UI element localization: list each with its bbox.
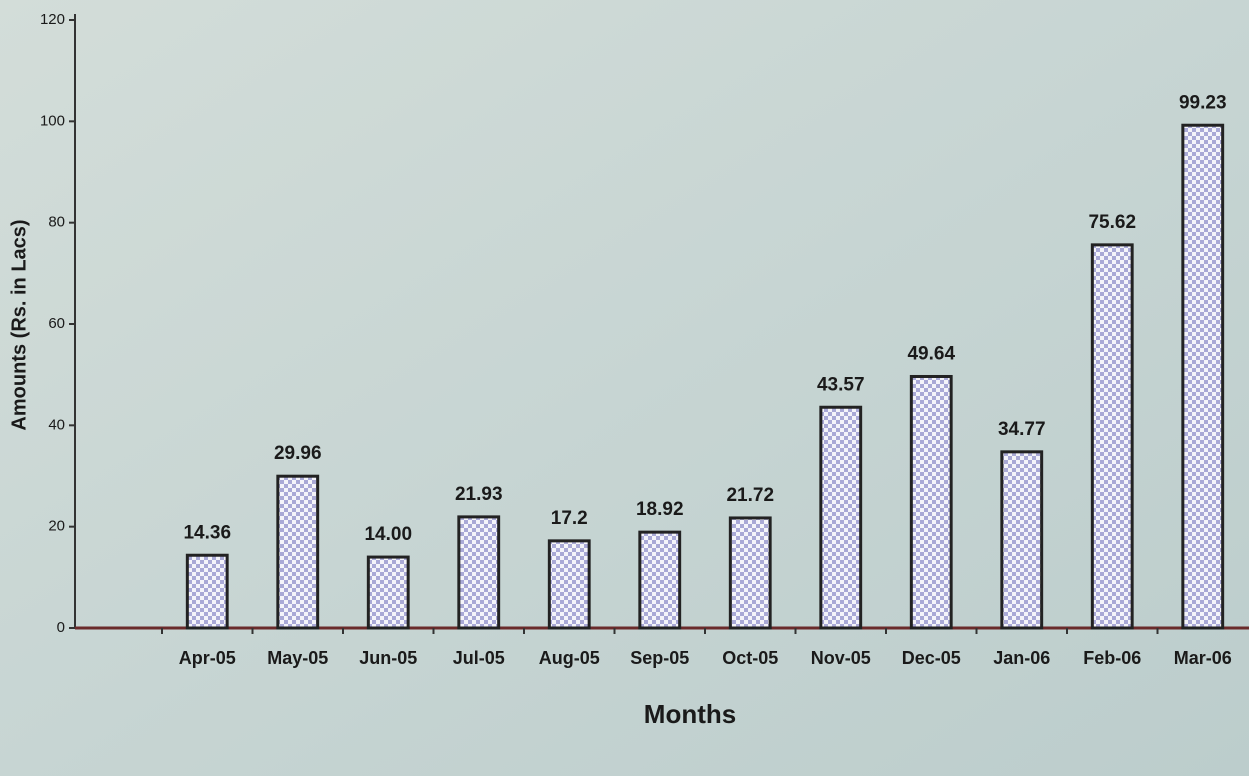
y-tick-label: 80 xyxy=(48,214,65,231)
x-tick-label: Sep-05 xyxy=(630,648,689,668)
bar xyxy=(1000,450,1044,630)
bar xyxy=(1181,123,1225,630)
x-axis-title: Months xyxy=(644,699,736,729)
value-label: 18.92 xyxy=(636,499,684,520)
value-label: 34.77 xyxy=(998,419,1046,440)
value-label: 49.64 xyxy=(907,344,955,365)
y-axis-title: Amounts (Rs. in Lacs) xyxy=(8,219,30,430)
x-tick-label: Oct-05 xyxy=(722,648,778,668)
y-tick-label: 60 xyxy=(48,315,65,332)
value-label: 21.93 xyxy=(455,484,503,505)
bar xyxy=(1090,243,1134,630)
value-label: 14.36 xyxy=(183,522,231,543)
bar xyxy=(728,516,772,630)
y-tick-label: 0 xyxy=(57,619,65,636)
value-label: 99.23 xyxy=(1179,92,1227,113)
bar xyxy=(638,530,682,630)
value-label: 17.2 xyxy=(551,508,588,529)
bar xyxy=(457,515,501,630)
x-tick-label: Aug-05 xyxy=(539,648,600,668)
y-tick-label: 100 xyxy=(40,112,65,129)
value-label: 29.96 xyxy=(274,443,322,464)
x-tick-label: Apr-05 xyxy=(179,648,236,668)
y-tick-label: 20 xyxy=(48,518,65,535)
bar xyxy=(366,555,410,630)
value-label: 21.72 xyxy=(726,485,774,506)
x-tick-label: Nov-05 xyxy=(811,648,871,668)
bar xyxy=(819,405,863,630)
bar xyxy=(909,374,953,630)
y-tick-label: 120 xyxy=(40,11,65,28)
x-tick-label: May-05 xyxy=(267,648,328,668)
value-label: 75.62 xyxy=(1088,212,1136,233)
value-label: 43.57 xyxy=(817,374,865,395)
value-label: 14.00 xyxy=(364,524,412,545)
x-tick-label: Jan-06 xyxy=(993,648,1050,668)
x-tick-label: Feb-06 xyxy=(1083,648,1141,668)
x-tick-label: Jul-05 xyxy=(453,648,505,668)
x-tick-label: Mar-06 xyxy=(1174,648,1232,668)
bar xyxy=(547,539,591,630)
x-tick-label: Jun-05 xyxy=(359,648,417,668)
x-tick-label: Dec-05 xyxy=(902,648,961,668)
bar xyxy=(276,474,320,630)
y-tick-label: 40 xyxy=(48,416,65,433)
bar xyxy=(185,553,229,630)
